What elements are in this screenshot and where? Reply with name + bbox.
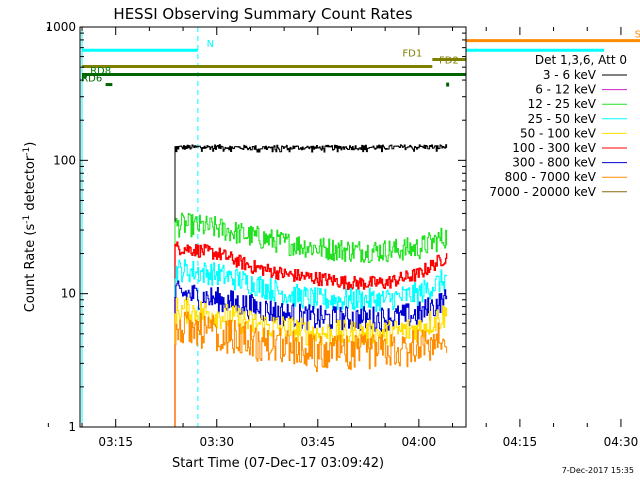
legend-label: 800 - 7000 keV xyxy=(505,170,597,184)
x-tick-label: 04:30 xyxy=(604,435,639,449)
flag-label: FD1 xyxy=(402,49,422,60)
x-tick-label: 04:15 xyxy=(503,435,538,449)
series-line xyxy=(174,259,448,427)
y-axis-label: Count Rate (s-1 detector-1) xyxy=(22,142,38,313)
series-line xyxy=(174,280,448,427)
y-tick-label: 100 xyxy=(53,153,76,167)
series-line xyxy=(174,311,448,427)
series-line xyxy=(174,212,448,427)
x-tick-label: 03:15 xyxy=(98,435,133,449)
y-axis-label-end: ) xyxy=(23,142,38,147)
legend-label: 6 - 12 keV xyxy=(535,83,597,97)
y-axis-label-sup2: -1 xyxy=(22,147,32,156)
legend-label: 12 - 25 keV xyxy=(528,97,597,111)
series-line xyxy=(174,296,448,427)
flag-tick xyxy=(446,82,450,87)
legend-label: 100 - 300 keV xyxy=(512,141,596,155)
legend-label: 7000 - 20000 keV xyxy=(489,185,596,199)
y-tick-label: 1 xyxy=(68,420,76,434)
flag-label: N xyxy=(207,39,214,50)
y-axis-ticks: 1 10 100 1000 xyxy=(45,20,466,434)
legend-label: 300 - 800 keV xyxy=(512,156,596,170)
series-line xyxy=(174,241,448,427)
y-axis-label-mid: detector xyxy=(23,155,38,215)
y-tick-label: 10 xyxy=(61,287,76,301)
x-tick-label: 03:30 xyxy=(199,435,234,449)
flag-label: S xyxy=(635,30,640,41)
flag-label: RD8 xyxy=(90,66,111,77)
flag-label: RD6 xyxy=(81,74,102,85)
chart-title: HESSI Observing Summary Count Rates xyxy=(113,5,412,23)
footer-timestamp: 7-Dec-2017 15:35 xyxy=(562,466,634,475)
series-line xyxy=(174,144,448,427)
x-axis-label: Start Time (07-Dec-17 03:09:42) xyxy=(172,456,384,471)
legend-header: Det 1,3,6, Att 0 xyxy=(535,53,627,67)
series-group xyxy=(174,144,448,427)
y-tick-label: 1000 xyxy=(45,20,76,34)
flag-label: FD2 xyxy=(439,56,459,67)
legend-label: 50 - 100 keV xyxy=(520,126,597,140)
legend-label: 3 - 6 keV xyxy=(543,68,597,82)
legend-label: 25 - 50 keV xyxy=(528,112,597,126)
y-axis-label-main: Count Rate (s xyxy=(23,224,38,313)
x-tick-label: 04:00 xyxy=(402,435,437,449)
y-axis-label-sup1: -1 xyxy=(22,215,32,224)
x-tick-label: 03:45 xyxy=(301,435,336,449)
plot-frame xyxy=(79,26,467,428)
